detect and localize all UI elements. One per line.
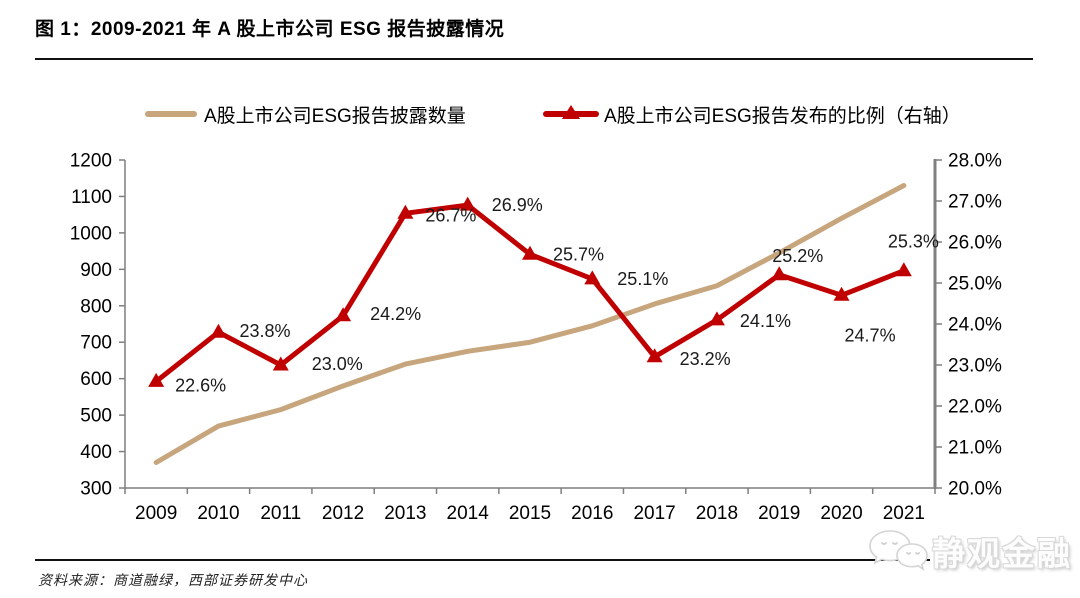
svg-text:23.8%: 23.8% [239, 321, 290, 341]
legend-label: A股上市公司ESG报告披露数量 [204, 105, 466, 127]
svg-text:1000: 1000 [70, 223, 112, 244]
watermark-text: 静观金融 [930, 527, 1074, 575]
svg-text:25.3%: 25.3% [888, 232, 939, 252]
svg-text:600: 600 [80, 369, 112, 390]
svg-text:23.0%: 23.0% [312, 354, 363, 374]
chart-svg: 300 400 500 600 700 800 900 1000 1100 1200 20.0% 21… [70, 151, 1002, 525]
wechat-chat-bubbles-icon [869, 530, 928, 571]
svg-text:1100: 1100 [71, 187, 112, 208]
svg-text:2016: 2016 [571, 503, 613, 524]
svg-text:25.0%: 25.0% [948, 274, 1002, 295]
svg-text:2018: 2018 [696, 503, 738, 524]
title-divider [35, 58, 1033, 60]
chart-legend: A股上市公司ESG报告披露数量 A股上市公司ESG报告发布的比例（右轴） [0, 101, 1080, 127]
svg-text:25.7%: 25.7% [553, 244, 604, 264]
svg-text:900: 900 [80, 260, 112, 281]
svg-text:2012: 2012 [322, 503, 364, 524]
svg-text:2011: 2011 [260, 503, 301, 524]
svg-text:2013: 2013 [384, 503, 426, 524]
svg-text:500: 500 [80, 406, 112, 427]
svg-text:27.0%: 27.0% [948, 192, 1002, 213]
svg-text:22.0%: 22.0% [948, 397, 1002, 418]
svg-text:24.2%: 24.2% [370, 304, 421, 324]
red-line-triangle-swatch-icon [543, 105, 599, 119]
svg-text:24.7%: 24.7% [845, 325, 896, 345]
svg-text:2020: 2020 [820, 503, 862, 524]
svg-text:26.7%: 26.7% [425, 205, 476, 225]
legend-item-count: A股上市公司ESG报告披露数量 [145, 101, 466, 127]
svg-text:26.9%: 26.9% [492, 195, 543, 215]
svg-text:2015: 2015 [509, 503, 551, 524]
figure-title: 图 1：2009-2021 年 A 股上市公司 ESG 报告披露情况 [35, 19, 505, 40]
svg-text:24.1%: 24.1% [740, 311, 791, 331]
svg-text:22.6%: 22.6% [175, 375, 226, 395]
svg-text:25.1%: 25.1% [617, 269, 668, 289]
svg-text:800: 800 [80, 296, 112, 317]
source-note: 资料来源：商道融绿，西部证券研发中心 [38, 574, 308, 589]
svg-text:300: 300 [80, 479, 112, 500]
tan-line-swatch-icon [145, 111, 197, 117]
svg-text:2014: 2014 [447, 503, 490, 524]
svg-text:2010: 2010 [197, 503, 239, 524]
svg-text:26.0%: 26.0% [948, 233, 1002, 254]
svg-text:1200: 1200 [70, 151, 112, 172]
svg-text:23.0%: 23.0% [948, 356, 1002, 377]
footer-divider [35, 559, 1040, 561]
svg-text:2009: 2009 [135, 503, 177, 524]
legend-item-ratio: A股上市公司ESG报告发布的比例（右轴） [543, 101, 961, 127]
svg-text:20.0%: 20.0% [948, 479, 1002, 500]
svg-text:700: 700 [80, 333, 112, 354]
svg-text:23.2%: 23.2% [680, 349, 731, 369]
watermark: 静观金融 [866, 527, 1074, 575]
svg-text:24.0%: 24.0% [948, 315, 1002, 336]
legend-label: A股上市公司ESG报告发布的比例（右轴） [604, 105, 961, 127]
svg-text:2017: 2017 [633, 503, 675, 524]
svg-text:2021: 2021 [883, 503, 925, 524]
svg-text:28.0%: 28.0% [948, 151, 1002, 172]
svg-text:400: 400 [80, 442, 112, 463]
svg-text:21.0%: 21.0% [948, 438, 1002, 459]
svg-text:2019: 2019 [758, 503, 800, 524]
svg-text:25.2%: 25.2% [772, 246, 823, 266]
